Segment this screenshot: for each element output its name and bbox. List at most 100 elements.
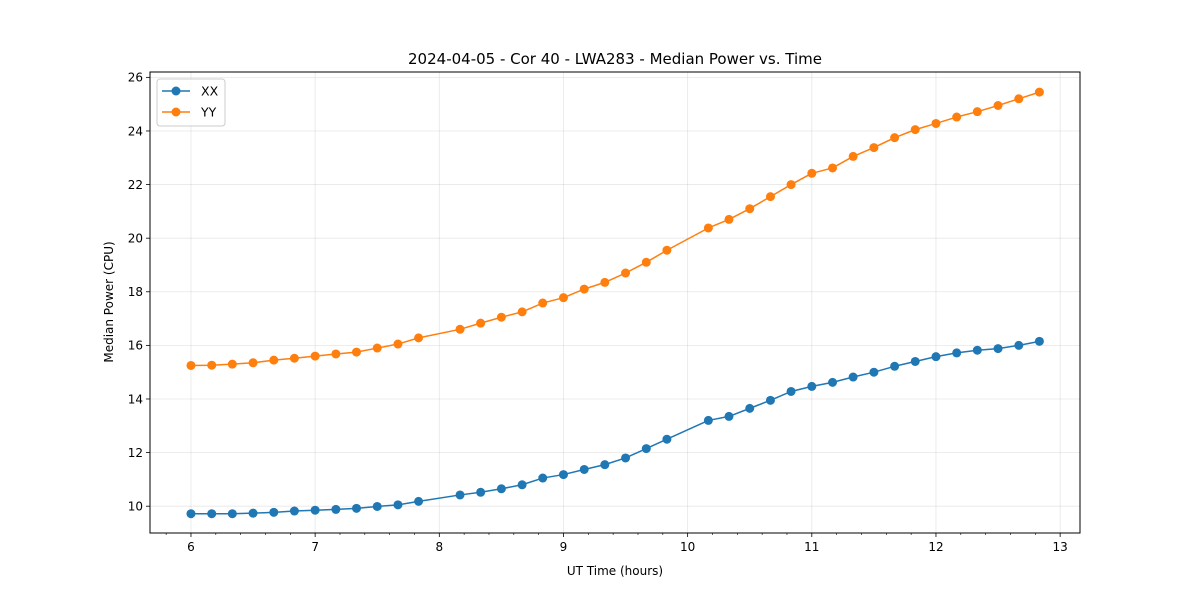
data-point-yy xyxy=(310,351,320,361)
data-point-xx xyxy=(476,487,486,497)
data-point-yy xyxy=(869,143,879,153)
data-point-xx xyxy=(745,403,755,413)
y-axis: 10 12 14 16 18 20 22 24 26 xyxy=(128,71,150,513)
x-axis: 6 7 8 9 10 11 12 13 xyxy=(165,533,1068,554)
data-point-xx xyxy=(641,444,651,454)
y-tick-label: 24 xyxy=(128,124,143,138)
data-point-yy xyxy=(558,293,568,303)
legend-marker-xx xyxy=(171,86,181,96)
legend-label-xx: XX xyxy=(201,84,219,99)
x-tick-label: 7 xyxy=(311,540,319,554)
data-point-xx xyxy=(869,367,879,377)
data-point-xx xyxy=(496,484,506,494)
y-tick-label: 20 xyxy=(128,231,143,245)
data-point-xx xyxy=(910,356,920,366)
data-point-yy xyxy=(890,133,900,143)
data-point-yy xyxy=(621,268,631,278)
legend-marker-yy xyxy=(171,107,181,117)
y-tick-label: 22 xyxy=(128,178,143,192)
data-point-yy xyxy=(931,118,941,128)
data-point-yy xyxy=(765,192,775,202)
data-point-yy xyxy=(600,277,610,287)
data-point-yy xyxy=(186,360,196,370)
data-point-yy xyxy=(538,298,548,308)
data-point-yy xyxy=(745,204,755,214)
series-line-yy xyxy=(190,91,1040,367)
data-point-yy xyxy=(269,355,279,365)
x-tick-label: 11 xyxy=(804,540,819,554)
data-point-yy xyxy=(393,339,403,349)
data-point-xx xyxy=(455,490,465,500)
data-point-yy xyxy=(724,214,734,224)
y-tick-label: 18 xyxy=(128,285,143,299)
data-point-yy xyxy=(662,245,672,255)
data-point-yy xyxy=(807,168,817,178)
data-point-yy xyxy=(414,333,424,343)
data-point-yy xyxy=(331,349,341,359)
x-axis-label: UT Time (hours) xyxy=(567,564,663,578)
data-point-yy xyxy=(952,112,962,122)
data-point-xx xyxy=(848,372,858,382)
data-point-xx xyxy=(414,496,424,506)
data-point-xx xyxy=(621,453,631,463)
data-point-xx xyxy=(1034,336,1044,346)
data-point-yy xyxy=(828,163,838,173)
data-point-yy xyxy=(455,324,465,334)
data-point-yy xyxy=(786,180,796,190)
y-tick-label: 12 xyxy=(128,446,143,460)
legend: XX YY xyxy=(156,78,226,127)
data-point-xx xyxy=(786,386,796,396)
data-point-xx xyxy=(828,377,838,387)
data-point-yy xyxy=(372,343,382,353)
y-tick-label: 26 xyxy=(128,71,143,85)
chart-title: 2024-04-05 - Cor 40 - LWA283 - Median Po… xyxy=(408,50,822,68)
data-point-yy xyxy=(972,107,982,117)
data-point-yy xyxy=(517,307,527,317)
data-point-yy xyxy=(993,101,1003,110)
data-point-xx xyxy=(952,348,962,358)
series-line-xx xyxy=(190,340,1040,515)
data-point-xx xyxy=(1014,340,1024,350)
series-yy xyxy=(186,87,1044,370)
data-point-xx xyxy=(993,344,1003,354)
data-point-xx xyxy=(600,460,610,470)
plot-frame xyxy=(149,71,1081,534)
data-point-xx xyxy=(393,500,403,510)
data-point-xx xyxy=(662,434,672,444)
y-tick-label: 14 xyxy=(128,392,143,406)
data-point-yy xyxy=(476,318,486,328)
data-point-xx xyxy=(724,411,734,421)
data-point-xx xyxy=(517,480,527,490)
data-point-yy xyxy=(910,125,920,135)
y-tick-label: 16 xyxy=(128,339,143,353)
data-point-yy xyxy=(248,358,258,368)
data-point-yy xyxy=(641,257,651,267)
x-tick-label: 8 xyxy=(435,540,443,554)
x-tick-label: 13 xyxy=(1052,540,1067,554)
series-layer xyxy=(186,87,1044,519)
data-point-yy xyxy=(579,284,589,294)
data-point-xx xyxy=(227,509,237,519)
data-point-xx xyxy=(207,509,217,519)
data-point-xx xyxy=(248,508,258,518)
data-point-xx xyxy=(765,395,775,405)
data-point-xx xyxy=(351,503,361,513)
y-axis-label: Median Power (CPU) xyxy=(102,241,116,362)
data-point-xx xyxy=(372,501,382,511)
data-point-xx xyxy=(538,473,548,483)
data-point-xx xyxy=(558,470,568,480)
data-point-xx xyxy=(331,504,341,514)
data-point-xx xyxy=(890,361,900,371)
data-point-xx xyxy=(310,505,320,515)
x-tick-label: 9 xyxy=(560,540,568,554)
data-point-yy xyxy=(1034,87,1044,97)
data-point-yy xyxy=(703,223,713,233)
data-point-xx xyxy=(972,345,982,355)
grid xyxy=(150,72,1080,533)
data-point-yy xyxy=(207,360,217,370)
data-point-yy xyxy=(227,359,237,369)
data-point-yy xyxy=(351,347,361,357)
data-point-xx xyxy=(931,352,941,362)
data-point-yy xyxy=(496,312,506,322)
